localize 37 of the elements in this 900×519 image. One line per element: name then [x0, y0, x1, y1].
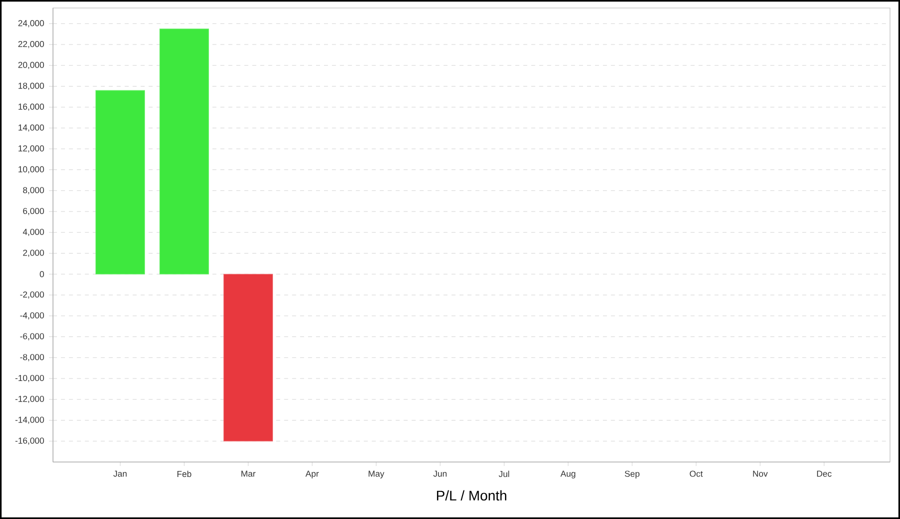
y-tick-label: 8,000: [23, 187, 44, 194]
y-tick-label: 4,000: [22, 228, 44, 236]
bar: [159, 28, 209, 274]
y-tick-label: -6,000: [20, 333, 44, 340]
y-tick-label: -2,000: [20, 291, 44, 299]
y-tick-label: 20,000: [18, 62, 44, 69]
y-tick-label: 12,000: [18, 145, 44, 152]
y-tick-label: -16,000: [15, 438, 44, 445]
x-tick-label: Oct: [690, 470, 703, 477]
y-tick-label: 16,000: [18, 104, 44, 111]
y-tick-label: 14,000: [18, 124, 44, 132]
y-tick-label: 0: [40, 271, 44, 278]
y-tick-label: -8,000: [20, 354, 44, 362]
x-tick-label: Jan: [113, 470, 127, 477]
x-tick-label: May: [368, 470, 384, 478]
bar: [223, 274, 273, 442]
x-tick-label: Nov: [753, 470, 768, 477]
y-tick-label: 10,000: [18, 166, 44, 174]
y-tick-label: 22,000: [18, 40, 44, 48]
y-tick-label: 6,000: [23, 208, 44, 216]
y-tick-label: 18,000: [18, 82, 44, 90]
x-tick-label: Apr: [305, 470, 319, 478]
y-tick-label: 24,000: [18, 20, 44, 28]
x-tick-label: Aug: [560, 470, 576, 478]
bar: [95, 90, 145, 274]
x-tick-label: Dec: [817, 470, 832, 477]
x-tick-label: Sep: [624, 470, 640, 479]
y-tick-label: -12,000: [15, 396, 44, 403]
x-tick-label: Feb: [177, 470, 192, 478]
y-tick-label: -14,000: [15, 416, 44, 424]
x-axis-title: P/L / Month: [436, 490, 506, 501]
y-tick-label: -4,000: [20, 312, 44, 320]
y-tick-label: -10,000: [15, 374, 44, 382]
x-tick-label: Jul: [498, 470, 510, 478]
y-tick-label: 2,000: [23, 250, 44, 257]
x-tick-label: Jun: [433, 470, 447, 477]
x-tick-label: Mar: [241, 470, 256, 477]
